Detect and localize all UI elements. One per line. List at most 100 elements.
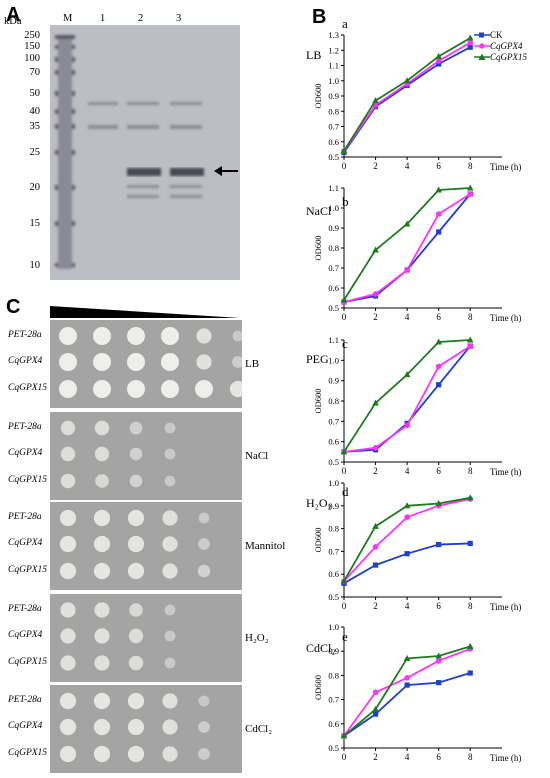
y-tick-label: 0.7 <box>328 546 339 556</box>
colony-spot <box>129 421 143 435</box>
colony-spot <box>59 745 77 763</box>
data-point-cqgpx4 <box>467 343 474 349</box>
series-line-cqgpx15 <box>343 339 471 453</box>
colony-spot <box>162 510 178 526</box>
x-tick-label: 6 <box>436 601 441 611</box>
strain-label: CqGPX4 <box>8 538 43 548</box>
plate-h2o2-spots <box>60 602 176 671</box>
data-point-ck <box>404 682 410 688</box>
strain-label: CqGPX4 <box>8 630 43 640</box>
colony-spot <box>127 718 145 736</box>
data-point-cqgpx15 <box>372 522 379 529</box>
legend-item-ck: CK <box>474 30 550 41</box>
colony-spot <box>95 474 109 488</box>
colony-spot <box>164 448 176 460</box>
legend-item-cqgpx15: CqGPX15 <box>474 52 550 63</box>
colony-spot <box>60 420 76 436</box>
y-tick-label: 0.5 <box>328 303 339 313</box>
colony-spot <box>161 327 179 345</box>
marker-25: 25 <box>29 147 41 158</box>
condition-label-h2o2: H₂O₂ <box>245 632 269 644</box>
condition-label-cdcl2: CdCl₂ <box>245 723 273 735</box>
y-tick-label: 0.8 <box>328 243 339 253</box>
series-line-ck <box>343 46 471 153</box>
colony-spot <box>164 422 176 434</box>
y-tick-label: 0.7 <box>328 263 339 273</box>
colony-spot <box>128 655 144 671</box>
data-point-cqgpx15 <box>372 399 379 406</box>
colony-spot <box>93 692 111 710</box>
x-tick-label: 0 <box>342 466 347 476</box>
data-point-cqgpx15 <box>466 184 474 191</box>
colony-spot <box>198 721 210 733</box>
y-tick-label: 1.3 <box>328 30 339 40</box>
y-tick-label: 1.0 <box>328 478 339 488</box>
data-point-cqgpx4 <box>404 267 410 273</box>
panel-a-letter: A <box>6 4 21 26</box>
y-tick-label: 0.6 <box>328 437 339 447</box>
y-tick-label: 0.7 <box>328 416 339 426</box>
colony-spot <box>93 509 111 527</box>
strain-label: CqGPX15 <box>8 565 48 575</box>
subpanel-letter-e: e <box>342 629 348 644</box>
colony-spot <box>161 353 179 371</box>
series-line-cqgpx4 <box>343 498 471 582</box>
strain-label: CqGPX4 <box>8 356 43 366</box>
data-point-cqgpx4 <box>372 544 379 550</box>
data-point-cqgpx15 <box>403 654 411 661</box>
colony-spot <box>232 356 244 368</box>
legend-item-cqgpx4: CqGPX4 <box>474 41 550 52</box>
y-tick-label: 0.8 <box>328 670 339 680</box>
colony-spot <box>59 380 77 398</box>
data-point-cqgpx15 <box>403 371 411 378</box>
x-tick-label: 4 <box>405 312 410 322</box>
y-tick-label: 0.9 <box>328 646 339 656</box>
condition-label-nacl: NaCl <box>245 450 269 462</box>
x-axis-label: Time (h) <box>490 753 521 763</box>
strain-label: PET-28a <box>8 604 42 614</box>
y-axis-label: OD600 <box>313 675 323 700</box>
legend-label-cqgpx15: CqGPX15 <box>490 52 527 62</box>
strain-label: PET-28a <box>8 512 42 522</box>
data-point-cqgpx15 <box>372 97 379 104</box>
data-point-cqgpx15 <box>372 246 379 253</box>
x-tick-label: 8 <box>468 466 473 476</box>
y-tick-label: 0.7 <box>328 695 339 705</box>
y-axis-label: OD600 <box>313 83 323 108</box>
y-tick-label: 1.0 <box>328 355 339 365</box>
plate-cdcl2 <box>50 685 242 773</box>
panel-c-letter: C <box>6 296 21 318</box>
data-point-cqgpx15 <box>403 502 411 509</box>
condition-label: LB <box>306 48 321 62</box>
colony-spot <box>164 630 176 642</box>
colony-spot <box>198 748 210 760</box>
colony-spot <box>195 380 213 398</box>
data-point-ck <box>372 562 379 568</box>
y-axis-label: OD600 <box>313 388 323 413</box>
data-point-cqgpx4 <box>435 363 442 370</box>
x-axis-label: Time (h) <box>490 313 521 323</box>
marker-150: 150 <box>24 41 40 52</box>
data-point-cqgpx15 <box>466 642 474 649</box>
data-point-cqgpx4 <box>435 658 442 664</box>
y-tick-label: 0.6 <box>328 569 339 579</box>
y-tick-label: 0.9 <box>328 376 339 386</box>
colony-spot <box>59 562 77 580</box>
colony-spot <box>162 563 178 579</box>
x-tick-label: 0 <box>342 752 347 762</box>
data-point-cqgpx15 <box>372 705 379 712</box>
x-tick-label: 2 <box>373 466 378 476</box>
x-tick-label: 6 <box>436 161 441 171</box>
lane-label-3: 3 <box>176 13 182 24</box>
y-tick-label: 0.9 <box>328 91 339 101</box>
colony-spot <box>59 535 77 553</box>
data-point-ck <box>436 382 442 388</box>
marker-100: 100 <box>24 53 40 64</box>
colony-spot <box>128 628 144 644</box>
data-point-cqgpx15 <box>435 52 442 59</box>
y-tick-label: 0.5 <box>328 457 339 467</box>
data-point-ck <box>467 670 473 676</box>
x-tick-label: 4 <box>405 466 410 476</box>
strain-label: CqGPX15 <box>8 475 48 485</box>
